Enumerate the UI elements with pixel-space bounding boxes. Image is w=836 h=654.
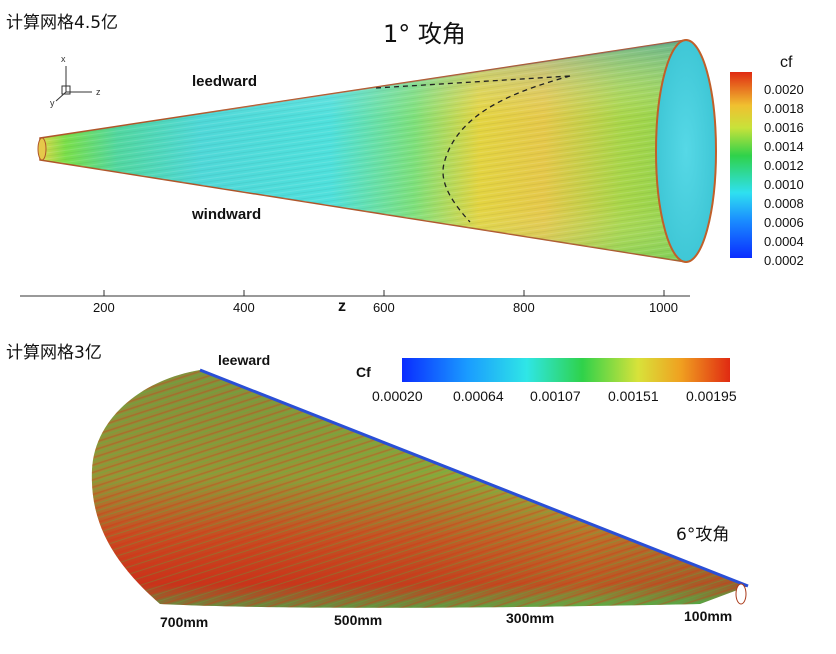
top-colorbar-tick: 0.0014: [764, 139, 804, 154]
top-cone: [37, 39, 717, 263]
bottom-colorbar-title: Cf: [356, 364, 371, 380]
top-title: 1° 攻角: [383, 20, 466, 48]
bottom-colorbar-tick: 0.00151: [608, 388, 659, 404]
top-axis-tick: 200: [93, 300, 115, 315]
triad-z-label: z: [96, 87, 101, 97]
axis-triad-icon: [55, 66, 92, 102]
top-colorbar-tick: 0.0006: [764, 215, 804, 230]
bottom-angle-label: 6°攻角: [676, 525, 730, 545]
top-colorbar-tick: 0.0010: [764, 177, 804, 192]
top-colorbar-tick: 0.0004: [764, 234, 804, 249]
bottom-station-label: 100mm: [684, 608, 733, 624]
bottom-station-label: 500mm: [334, 612, 383, 628]
top-colorbar-tick: 0.0018: [764, 101, 804, 116]
bottom-colorbar-tick: 0.00107: [530, 388, 581, 404]
top-z-axis: [20, 290, 690, 297]
top-axis-tick: 600: [373, 300, 395, 315]
top-axis-tick: 800: [513, 300, 535, 315]
bottom-station-label: 700mm: [160, 614, 209, 630]
bottom-colorbar-tick: 0.00020: [372, 388, 423, 404]
top-colorbar: [730, 72, 752, 258]
bottom-colorbar-tick: 0.00195: [686, 388, 737, 404]
separation-line: [375, 75, 571, 223]
bottom-station-label: 300mm: [506, 610, 555, 626]
top-leeward-label: leedward: [192, 73, 258, 90]
top-colorbar-title: cf: [780, 54, 793, 71]
bottom-cone: [91, 368, 749, 608]
top-grid-label: 计算网格4.5亿: [6, 13, 119, 33]
top-windward-label: windward: [192, 206, 262, 223]
top-axis-tick: 1000: [649, 300, 678, 315]
triad-y-label: y: [50, 98, 55, 108]
bottom-colorbar: [402, 358, 730, 382]
top-axis-label: z: [338, 298, 346, 315]
bottom-colorbar-tick: 0.00064: [453, 388, 504, 404]
triad-x-label: x: [61, 54, 66, 64]
top-colorbar-tick: 0.0012: [764, 158, 804, 173]
top-colorbar-tick: 0.0002: [764, 253, 804, 268]
bottom-grid-label: 计算网格3亿: [6, 343, 102, 363]
top-axis-tick: 400: [233, 300, 255, 315]
bottom-leeward-label: leeward: [218, 352, 271, 368]
top-colorbar-tick: 0.0016: [764, 120, 804, 135]
top-colorbar-tick: 0.0008: [764, 196, 804, 211]
top-colorbar-tick: 0.0020: [764, 82, 804, 97]
